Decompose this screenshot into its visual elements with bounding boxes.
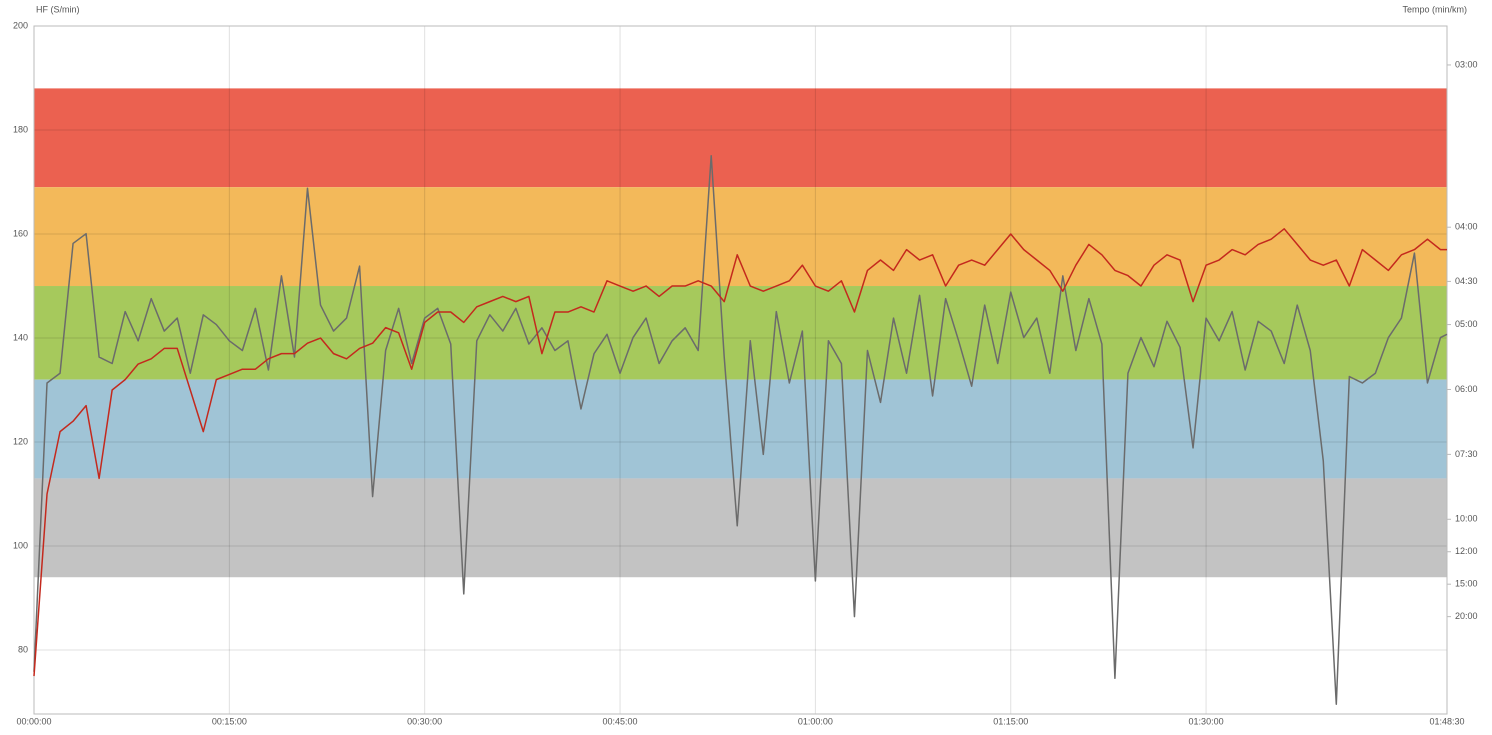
y2-tick-label: 10:00	[1455, 514, 1478, 524]
y2-tick-label: 15:00	[1455, 579, 1478, 589]
y2-tick-label: 06:00	[1455, 384, 1478, 394]
y2-tick-label: 04:00	[1455, 222, 1478, 232]
y2-tick-label: 12:00	[1455, 546, 1478, 556]
zone-band	[34, 286, 1447, 380]
y-tick-label: 120	[13, 436, 28, 446]
x-tick-label: 00:15:00	[212, 716, 247, 726]
y2-tick-label: 07:30	[1455, 449, 1478, 459]
y-tick-label: 160	[13, 228, 28, 238]
x-tick-label: 01:15:00	[993, 716, 1028, 726]
zone-band	[34, 187, 1447, 287]
zone-band	[34, 88, 1447, 188]
series-line	[33, 228, 1447, 677]
x-tick-label: 01:00:00	[798, 716, 833, 726]
y-tick-label: 200	[13, 20, 28, 30]
y-tick-label: 80	[18, 644, 28, 654]
x-tick-label: 00:45:00	[603, 716, 638, 726]
y2-tick-label: 05:00	[1455, 319, 1478, 329]
y2-tick-label: 03:00	[1455, 59, 1478, 69]
plot-frame	[33, 25, 1448, 715]
y2-tick-label: 20:00	[1455, 611, 1478, 621]
x-tick-label: 01:30:00	[1189, 716, 1224, 726]
zone-band	[34, 478, 1447, 578]
y-axis-label: HF (S/min)	[36, 4, 80, 14]
x-tick-label: 00:30:00	[407, 716, 442, 726]
y2-tick-label: 04:30	[1455, 276, 1478, 286]
y-tick-label: 140	[13, 332, 28, 342]
series-line	[33, 155, 1448, 706]
y-tick-label: 180	[13, 124, 28, 134]
x-tick-label: 00:00:00	[16, 716, 51, 726]
zone-band	[34, 379, 1447, 479]
y-tick-label: 100	[13, 540, 28, 550]
y2-axis-label: Tempo (min/km)	[1402, 4, 1467, 14]
x-tick-label: 01:48:30	[1429, 716, 1464, 726]
